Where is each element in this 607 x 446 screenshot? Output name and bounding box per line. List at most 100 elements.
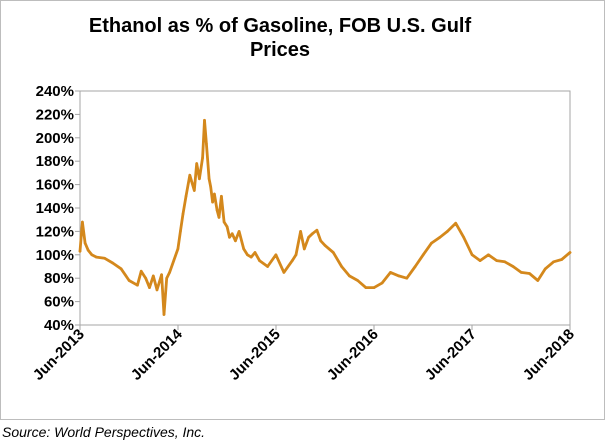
data-point [291, 259, 294, 262]
data-point [127, 279, 131, 282]
chart-title-line-2: Prices [249, 39, 311, 61]
series-group [78, 118, 572, 316]
y-tick-label: 100% [36, 247, 74, 264]
x-tick-label: Jun-2018 [520, 326, 578, 384]
data-point [454, 221, 458, 225]
data-point [155, 288, 159, 292]
data-point [253, 251, 257, 254]
data-point [405, 276, 409, 280]
data-point [249, 255, 253, 259]
data-point [195, 162, 198, 165]
data-point [274, 253, 278, 257]
data-point [201, 156, 204, 159]
y-tick-label: 200% [36, 130, 74, 147]
data-point [528, 272, 531, 275]
data-point [348, 274, 351, 278]
data-point [319, 239, 323, 243]
data-point [225, 225, 229, 228]
data-point [103, 257, 106, 260]
y-tick-label: 160% [36, 177, 74, 194]
data-point [136, 283, 139, 287]
data-point [213, 192, 216, 196]
x-axis: Jun-2013 Jun-2014 Jun-2015 Jun-2016 Jun-2017… [30, 325, 578, 384]
data-point [165, 276, 168, 280]
y-tick-label: 60% [44, 294, 74, 311]
data-point [162, 313, 166, 316]
x-tick-label: Jun-2016 [324, 326, 382, 384]
data-point [364, 286, 368, 289]
data-point [303, 247, 306, 251]
data-point [356, 279, 360, 282]
data-point [372, 286, 376, 289]
data-point [242, 247, 245, 251]
data-point [446, 230, 449, 233]
data-point [205, 142, 208, 145]
data-point [311, 232, 314, 235]
data-point [179, 230, 182, 233]
x-tick-label: Jun-2017 [422, 326, 480, 384]
data-point [246, 253, 249, 257]
data-point [430, 241, 433, 245]
data-point [181, 212, 185, 216]
data-point [413, 265, 417, 268]
data-point [487, 253, 490, 257]
y-axis: 40% 60% 80% 100% 120% 140% 160% 180% 200% 220% 240… [36, 83, 80, 334]
chart-title: Ethanol as % of Gasoline, FOB U.S. Gulf … [40, 14, 520, 62]
data-point [215, 209, 219, 212]
data-point [211, 200, 214, 204]
y-tick-label: 80% [44, 270, 74, 287]
x-tick-label: Jun-2013 [30, 326, 88, 384]
y-tick-label: 140% [36, 200, 74, 217]
data-point [230, 232, 234, 235]
data-point [560, 258, 563, 261]
data-point [503, 260, 507, 264]
data-point [207, 177, 211, 181]
data-point [552, 260, 555, 264]
source-note: Source: World Perspectives, Inc. [2, 424, 206, 440]
y-tick-label: 120% [36, 223, 74, 240]
data-point [266, 265, 269, 268]
y-tick-label: 220% [36, 106, 74, 123]
data-point [495, 259, 499, 262]
data-point [152, 274, 155, 278]
data-point [299, 230, 302, 233]
data-point [380, 281, 384, 285]
data-point [544, 267, 547, 271]
data-point [282, 271, 286, 274]
data-point [209, 185, 212, 189]
data-point [438, 236, 442, 239]
data-point [111, 261, 114, 265]
y-tick-label: 180% [36, 153, 74, 170]
y-tick-label: 40% [44, 317, 74, 334]
data-point [478, 259, 482, 262]
data-point [315, 228, 319, 232]
data-point [220, 195, 223, 198]
data-point [222, 220, 226, 224]
data-point [95, 255, 98, 259]
data-point [389, 271, 392, 274]
data-point [83, 241, 87, 245]
data-point [511, 265, 515, 268]
data-point [519, 271, 523, 274]
data-point [397, 274, 401, 278]
data-point [228, 236, 231, 239]
data-point [78, 250, 82, 253]
data-point [332, 251, 335, 254]
data-point [470, 253, 474, 257]
data-point [193, 189, 196, 192]
data-point [139, 269, 143, 273]
data-point [323, 244, 327, 247]
y-tick-label: 240% [36, 83, 74, 100]
x-tick-label: Jun-2014 [128, 325, 186, 383]
data-point [86, 248, 90, 252]
data-point [184, 195, 188, 198]
data-point [148, 286, 151, 289]
chart-title-line-1: Ethanol as % of Gasoline, FOB U.S. Gulf [88, 15, 472, 37]
data-point [568, 251, 572, 254]
data-point [90, 253, 94, 257]
data-point [168, 271, 171, 274]
data-point [160, 273, 163, 277]
data-point [536, 279, 540, 282]
data-point [421, 253, 425, 257]
data-point [462, 236, 466, 239]
